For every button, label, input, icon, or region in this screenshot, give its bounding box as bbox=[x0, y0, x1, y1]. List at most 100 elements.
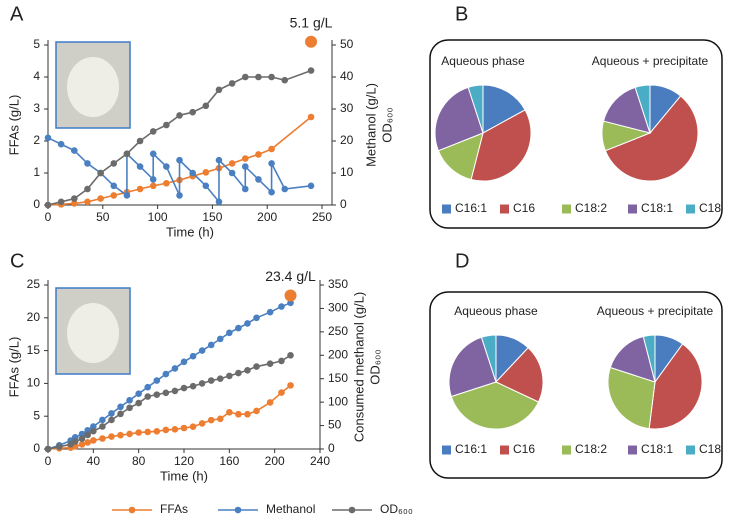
data-point bbox=[144, 383, 152, 391]
y2-tick-label: 150 bbox=[328, 371, 348, 385]
data-point bbox=[44, 134, 52, 142]
data-point bbox=[207, 416, 215, 424]
legend-marker bbox=[348, 506, 356, 514]
data-point bbox=[97, 195, 104, 202]
data-point bbox=[268, 73, 275, 81]
x-axis-label: Time (h) bbox=[160, 468, 208, 483]
data-point bbox=[126, 396, 133, 404]
data-point bbox=[149, 150, 157, 158]
y-tick-label: 1 bbox=[33, 165, 40, 179]
data-point bbox=[180, 384, 188, 392]
data-point bbox=[149, 176, 157, 183]
data-point bbox=[99, 423, 106, 430]
data-point bbox=[215, 156, 223, 164]
x-tick-label: 240 bbox=[310, 454, 330, 468]
data-point bbox=[202, 169, 210, 176]
data-point bbox=[228, 80, 236, 87]
x-axis-label: Time (h) bbox=[166, 224, 214, 239]
pie-slice bbox=[450, 381, 540, 430]
legend-swatch bbox=[500, 445, 509, 455]
legend-label: C18:1 bbox=[641, 442, 673, 456]
x-tick-label: 100 bbox=[148, 210, 168, 224]
data-point bbox=[189, 423, 197, 430]
legend-swatch bbox=[686, 445, 695, 455]
data-point bbox=[163, 121, 170, 129]
y2-tick-label: 30 bbox=[340, 101, 354, 115]
data-point bbox=[235, 324, 242, 332]
data-point bbox=[136, 163, 144, 170]
y-tick-label: 4 bbox=[33, 69, 40, 83]
data-point bbox=[244, 320, 251, 327]
data-point bbox=[226, 408, 233, 416]
y2-tick-label: 50 bbox=[328, 418, 342, 432]
data-point bbox=[90, 423, 97, 430]
data-point bbox=[123, 192, 131, 199]
data-point bbox=[176, 156, 183, 164]
legend-swatch bbox=[500, 204, 509, 214]
data-point bbox=[253, 314, 260, 322]
x-tick-label: 0 bbox=[45, 210, 52, 224]
x-tick-label: 250 bbox=[312, 210, 332, 224]
data-point bbox=[278, 389, 285, 396]
data-point bbox=[71, 438, 79, 445]
data-point bbox=[216, 335, 224, 343]
x-tick-label: 80 bbox=[132, 454, 146, 468]
data-point bbox=[71, 195, 78, 202]
data-point bbox=[97, 169, 104, 177]
data-point bbox=[189, 382, 197, 390]
y2-tick-label: 40 bbox=[340, 69, 354, 83]
data-point bbox=[171, 365, 179, 372]
data-point bbox=[171, 426, 179, 433]
y-tick-label: 0 bbox=[33, 441, 40, 455]
legend-swatch bbox=[562, 204, 571, 214]
data-point bbox=[307, 113, 315, 121]
panel-label: B bbox=[455, 3, 468, 25]
pie-title: Aqueous phase bbox=[454, 304, 538, 318]
pie-slice bbox=[434, 86, 484, 152]
data-point bbox=[241, 155, 249, 162]
data-point bbox=[307, 182, 315, 190]
y2-tick-label: 0 bbox=[328, 441, 335, 455]
data-point bbox=[266, 399, 274, 406]
data-point bbox=[176, 192, 183, 199]
pie-slice bbox=[448, 336, 497, 398]
legend-marker bbox=[234, 506, 242, 514]
panel-label: A bbox=[10, 3, 24, 25]
data-point bbox=[108, 410, 115, 417]
legend-label: C18:2 bbox=[575, 442, 607, 456]
data-point bbox=[162, 426, 170, 434]
data-point bbox=[126, 430, 133, 438]
data-point bbox=[57, 198, 65, 206]
data-point bbox=[207, 341, 215, 349]
data-point bbox=[108, 416, 115, 424]
y2-axis-label: Methanol (g/L) bbox=[363, 83, 378, 167]
data-point bbox=[244, 366, 251, 374]
y2-tick-label: 20 bbox=[340, 133, 354, 147]
legend-swatch bbox=[562, 445, 571, 455]
y-tick-label: 3 bbox=[33, 101, 40, 115]
data-point bbox=[162, 370, 170, 378]
x-tick-label: 120 bbox=[174, 454, 194, 468]
data-point bbox=[84, 198, 91, 206]
legend-marker bbox=[128, 506, 136, 514]
inset-photo-object bbox=[67, 57, 119, 117]
legend-label: C18:2 bbox=[575, 201, 607, 215]
data-point bbox=[149, 182, 157, 190]
data-point bbox=[287, 351, 294, 359]
data-point bbox=[228, 169, 236, 177]
data-point bbox=[198, 347, 206, 354]
legend-label: Methanol bbox=[266, 502, 315, 516]
legend-swatch bbox=[628, 204, 637, 214]
data-point bbox=[281, 185, 289, 193]
data-point bbox=[163, 179, 170, 187]
y2-tick-label: 300 bbox=[328, 301, 348, 315]
x-tick-label: 0 bbox=[45, 454, 52, 468]
pie-slice bbox=[604, 95, 699, 182]
data-point bbox=[189, 352, 197, 360]
data-point bbox=[136, 137, 144, 145]
data-point bbox=[228, 160, 236, 167]
annotation-dot bbox=[305, 35, 318, 48]
pie-title: Aqueous phase bbox=[441, 54, 525, 68]
pie-slice bbox=[495, 347, 544, 403]
data-point bbox=[57, 140, 65, 148]
